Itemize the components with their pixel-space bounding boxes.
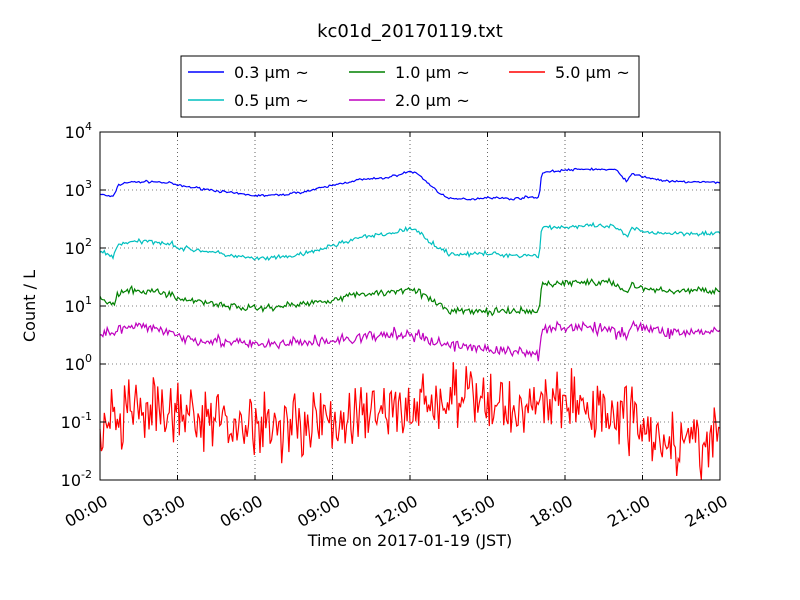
legend-box bbox=[180, 55, 640, 118]
y-tick-label: 104 bbox=[65, 120, 92, 142]
y-tick-label: 10-2 bbox=[61, 468, 92, 490]
legend-label: 5.0 μm ~ bbox=[555, 63, 630, 82]
y-axis: 10-2 10-1 100 101 102 103 104 bbox=[61, 120, 720, 490]
x-tick-label: 09:00 bbox=[294, 491, 343, 531]
x-tick-label: 12:00 bbox=[372, 491, 421, 531]
series-line-1 bbox=[99, 221, 721, 261]
legend-label: 0.3 μm ~ bbox=[234, 63, 309, 82]
series-line-2 bbox=[99, 277, 721, 318]
x-tick-label: 06:00 bbox=[217, 491, 266, 531]
y-tick-label: 100 bbox=[65, 352, 92, 374]
x-tick-label: 21:00 bbox=[604, 491, 653, 531]
x-tick-label: 15:00 bbox=[449, 491, 498, 531]
series-line-4 bbox=[99, 362, 721, 480]
y-tick-label: 10-1 bbox=[61, 410, 92, 432]
legend-label: 0.5 μm ~ bbox=[234, 91, 309, 110]
series-layer bbox=[99, 167, 721, 480]
x-tick-label: 00:00 bbox=[62, 491, 111, 531]
y-axis-label: Count / L bbox=[20, 270, 39, 342]
x-tick-label: 24:00 bbox=[682, 491, 731, 531]
x-tick-label: 03:00 bbox=[139, 491, 188, 531]
y-tick-label: 101 bbox=[65, 294, 92, 316]
x-axis-label: Time on 2017-01-19 (JST) bbox=[307, 531, 512, 550]
series-line-3 bbox=[99, 319, 721, 362]
x-tick-label: 18:00 bbox=[527, 491, 576, 531]
legend-label: 1.0 μm ~ bbox=[395, 63, 470, 82]
y-tick-label: 102 bbox=[65, 236, 92, 258]
y-tick-label: 103 bbox=[65, 178, 92, 200]
legend-label: 2.0 μm ~ bbox=[395, 91, 470, 110]
chart-title: kc01d_20170119.txt bbox=[317, 21, 503, 42]
legend: 0.3 μm ~ 0.5 μm ~ 1.0 μm ~ 2.0 μm ~ 5.0 μm ~ bbox=[180, 55, 640, 118]
series-line-0 bbox=[99, 167, 721, 201]
